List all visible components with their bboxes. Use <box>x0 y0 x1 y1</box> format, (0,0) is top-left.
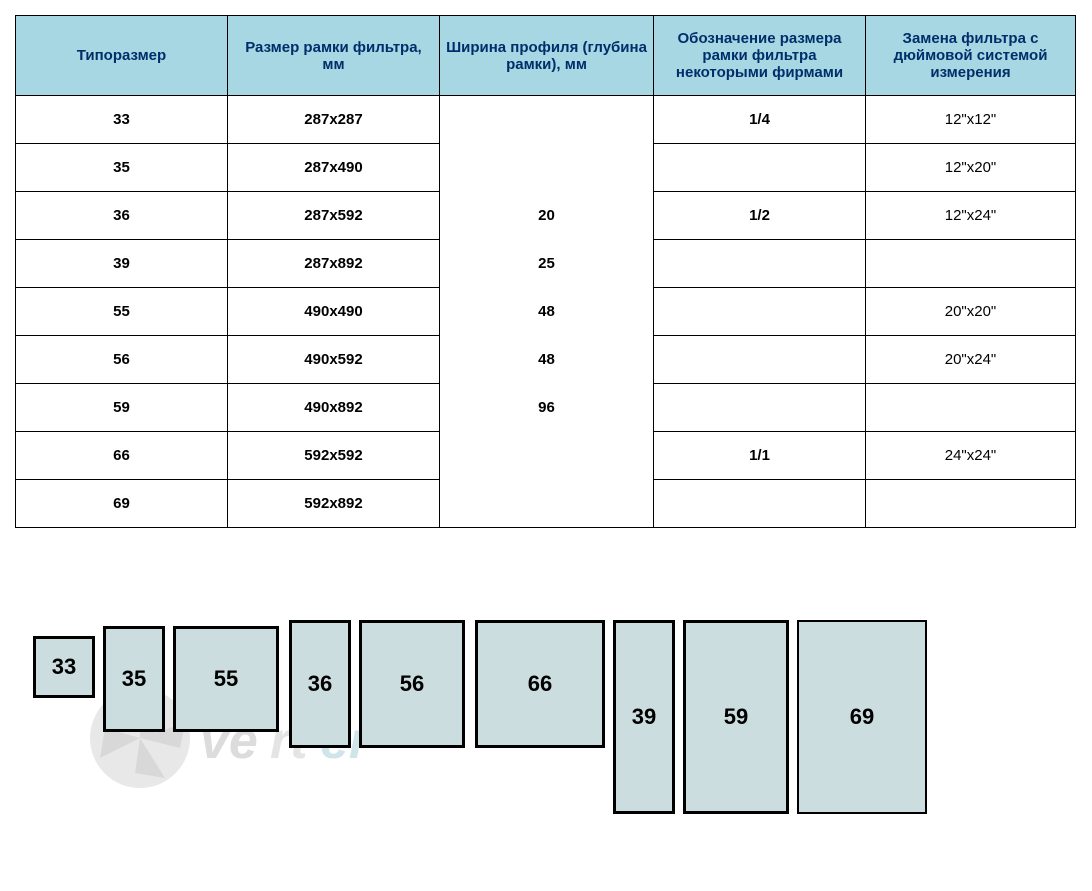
diagram-label: 36 <box>308 671 332 697</box>
cell-size: 33 <box>16 96 228 144</box>
cell-replace: 12"x20" <box>866 144 1076 192</box>
table-row: 59 490x892 96 <box>16 384 1076 432</box>
diagram-label: 33 <box>52 654 76 680</box>
cell-profile <box>440 432 654 480</box>
cell-profile: 20 <box>440 192 654 240</box>
diagram-label: 55 <box>214 666 238 692</box>
col-header-profile: Ширина профиля (глубина рамки), мм <box>440 16 654 96</box>
diagram-shape-35: 35 <box>103 626 165 732</box>
cell-size: 69 <box>16 480 228 528</box>
cell-profile: 25 <box>440 240 654 288</box>
table-header-row: Типоразмер Размер рамки фильтра, мм Шири… <box>16 16 1076 96</box>
table-row: 55 490x490 48 20"x20" <box>16 288 1076 336</box>
cell-replace <box>866 480 1076 528</box>
diagram-shape-56: 56 <box>359 620 465 748</box>
table-row: 36 287x592 20 1/2 12"x24" <box>16 192 1076 240</box>
cell-frame: 287x490 <box>228 144 440 192</box>
cell-replace: 12"x12" <box>866 96 1076 144</box>
cell-size: 35 <box>16 144 228 192</box>
cell-frame: 287x592 <box>228 192 440 240</box>
table-row: 33 287x287 1/4 12"x12" <box>16 96 1076 144</box>
cell-replace: 12"x24" <box>866 192 1076 240</box>
col-header-designation: Обозначение размера рамки фильтра некото… <box>654 16 866 96</box>
col-header-frame: Размер рамки фильтра, мм <box>228 16 440 96</box>
cell-profile <box>440 144 654 192</box>
cell-size: 39 <box>16 240 228 288</box>
diagram-shape-66: 66 <box>475 620 605 748</box>
diagram-label: 39 <box>632 704 656 730</box>
diagram-label: 66 <box>528 671 552 697</box>
filter-sizes-table: Типоразмер Размер рамки фильтра, мм Шири… <box>15 15 1076 528</box>
cell-replace: 24"x24" <box>866 432 1076 480</box>
diagram-shape-36: 36 <box>289 620 351 748</box>
cell-design: 1/1 <box>654 432 866 480</box>
cell-replace <box>866 384 1076 432</box>
cell-profile: 48 <box>440 288 654 336</box>
cell-design <box>654 288 866 336</box>
table-row: 66 592x592 1/1 24"x24" <box>16 432 1076 480</box>
cell-design <box>654 384 866 432</box>
cell-design: 1/4 <box>654 96 866 144</box>
diagram-label: 35 <box>122 666 146 692</box>
cell-design <box>654 480 866 528</box>
diagram-shape-33: 33 <box>33 636 95 698</box>
cell-frame: 490x490 <box>228 288 440 336</box>
diagram-label: 69 <box>850 704 874 730</box>
diagram-shape-55: 55 <box>173 626 279 732</box>
col-header-size: Типоразмер <box>16 16 228 96</box>
diagram-shape-69: 69 <box>797 620 927 814</box>
diagram-shape-39: 39 <box>613 620 675 814</box>
cell-replace: 20"x24" <box>866 336 1076 384</box>
table-row: 56 490x592 48 20"x24" <box>16 336 1076 384</box>
cell-design <box>654 240 866 288</box>
diagram-label: 59 <box>724 704 748 730</box>
cell-frame: 490x592 <box>228 336 440 384</box>
cell-size: 36 <box>16 192 228 240</box>
cell-design: 1/2 <box>654 192 866 240</box>
cell-frame: 490x892 <box>228 384 440 432</box>
cell-size: 59 <box>16 384 228 432</box>
cell-replace: 20"x20" <box>866 288 1076 336</box>
diagram-label: 56 <box>400 671 424 697</box>
size-diagram: ve rt er 33 35 55 36 56 66 39 59 69 <box>15 608 1075 868</box>
table-row: 39 287x892 25 <box>16 240 1076 288</box>
col-header-replacement: Замена фильтра с дюймовой системой измер… <box>866 16 1076 96</box>
cell-design <box>654 144 866 192</box>
diagram-shape-59: 59 <box>683 620 789 814</box>
cell-profile <box>440 96 654 144</box>
cell-size: 56 <box>16 336 228 384</box>
cell-replace <box>866 240 1076 288</box>
table-row: 69 592x892 <box>16 480 1076 528</box>
cell-frame: 287x892 <box>228 240 440 288</box>
cell-frame: 287x287 <box>228 96 440 144</box>
cell-size: 55 <box>16 288 228 336</box>
cell-profile: 96 <box>440 384 654 432</box>
cell-frame: 592x592 <box>228 432 440 480</box>
table-row: 35 287x490 12"x20" <box>16 144 1076 192</box>
cell-frame: 592x892 <box>228 480 440 528</box>
cell-size: 66 <box>16 432 228 480</box>
cell-profile: 48 <box>440 336 654 384</box>
table-body: 33 287x287 1/4 12"x12" 35 287x490 12"x20… <box>16 96 1076 528</box>
cell-profile <box>440 480 654 528</box>
cell-design <box>654 336 866 384</box>
